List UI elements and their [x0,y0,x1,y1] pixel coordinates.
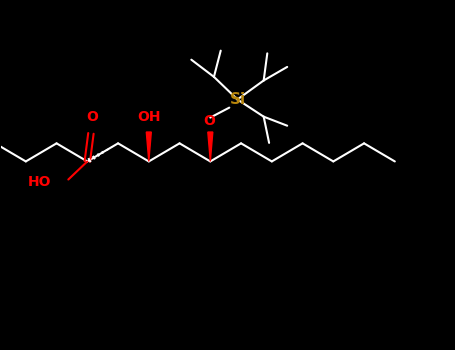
Text: O: O [86,110,98,124]
Polygon shape [147,132,152,161]
Text: OH: OH [137,110,161,124]
Text: Si: Si [229,92,246,107]
Polygon shape [208,132,213,161]
Text: O: O [203,113,215,127]
Text: HO: HO [28,175,51,189]
